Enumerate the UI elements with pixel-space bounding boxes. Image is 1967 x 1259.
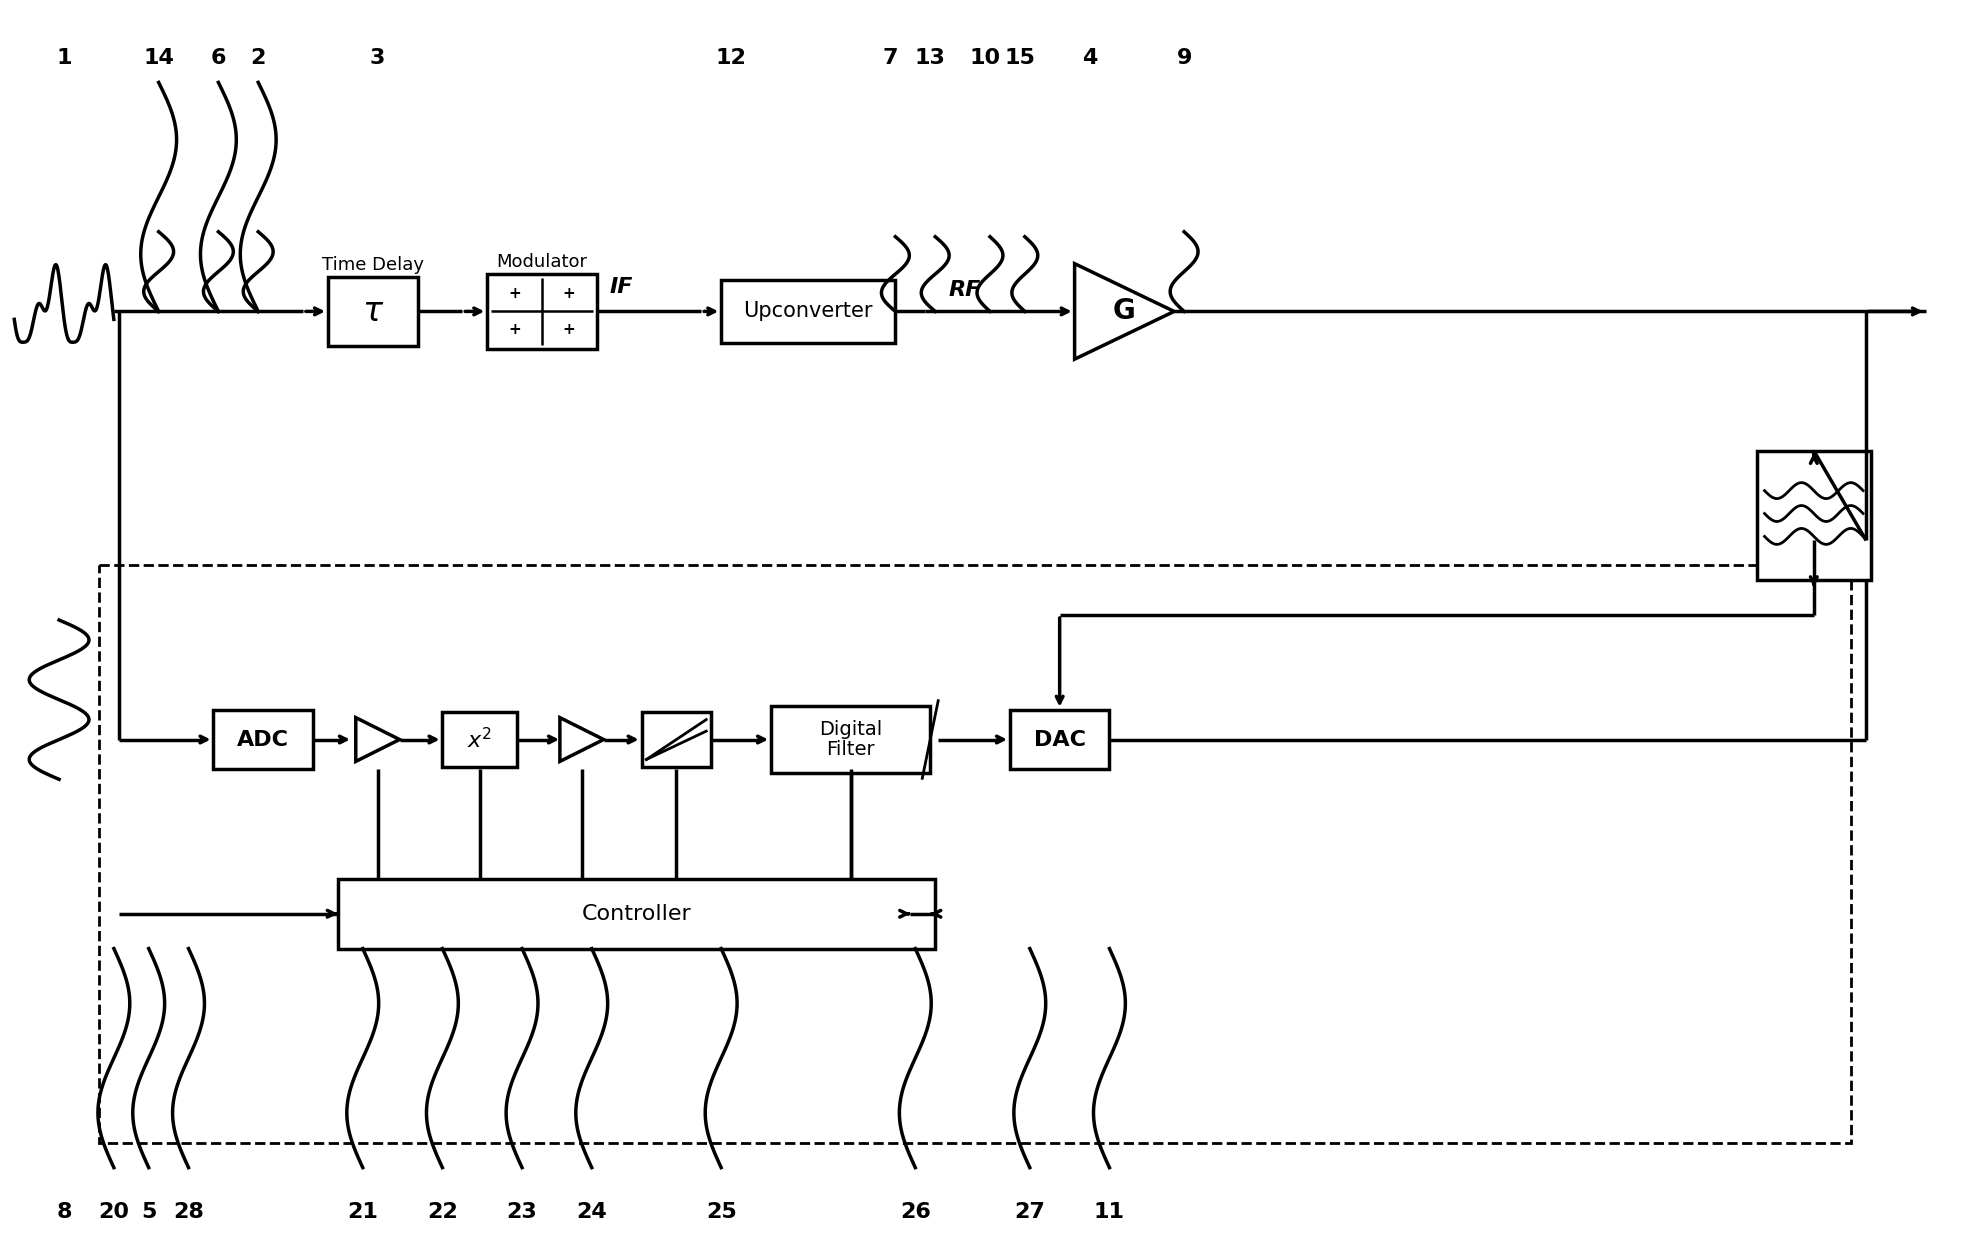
Text: Filter: Filter: [826, 740, 875, 759]
Polygon shape: [1074, 263, 1174, 359]
Text: +: +: [509, 322, 521, 337]
Text: 28: 28: [173, 1202, 205, 1222]
Text: 20: 20: [98, 1202, 130, 1222]
Text: 12: 12: [716, 48, 747, 68]
Text: 24: 24: [576, 1202, 608, 1222]
Bar: [212, 710, 313, 769]
Text: +: +: [563, 322, 574, 337]
Text: 4: 4: [1082, 48, 1098, 68]
Text: 13: 13: [915, 48, 946, 68]
Bar: [98, 565, 1851, 1143]
Text: 8: 8: [57, 1202, 73, 1222]
Text: 27: 27: [1015, 1202, 1044, 1222]
Bar: [338, 879, 934, 948]
Text: Modulator: Modulator: [496, 253, 588, 271]
Text: 6: 6: [210, 48, 226, 68]
Text: Controller: Controller: [582, 904, 692, 924]
Bar: [488, 273, 596, 349]
Text: Time Delay: Time Delay: [323, 256, 423, 273]
Bar: [328, 277, 417, 346]
Bar: [771, 705, 930, 773]
Text: 15: 15: [1005, 48, 1035, 68]
Text: 21: 21: [348, 1202, 378, 1222]
Text: IF: IF: [610, 277, 633, 297]
Text: 5: 5: [142, 1202, 157, 1222]
Text: ADC: ADC: [238, 729, 289, 749]
Polygon shape: [356, 718, 399, 762]
Text: 25: 25: [706, 1202, 736, 1222]
Text: 9: 9: [1176, 48, 1192, 68]
Text: RF: RF: [948, 279, 982, 300]
Text: 14: 14: [144, 48, 175, 68]
Text: Digital: Digital: [818, 720, 883, 739]
Text: +: +: [563, 286, 574, 301]
Text: $x^2$: $x^2$: [468, 726, 492, 752]
Text: 3: 3: [370, 48, 386, 68]
Text: 1: 1: [57, 48, 73, 68]
Text: 10: 10: [970, 48, 1001, 68]
Text: 11: 11: [1094, 1202, 1125, 1222]
Text: G: G: [1113, 297, 1135, 325]
Polygon shape: [561, 718, 604, 762]
Text: DAC: DAC: [1035, 729, 1086, 749]
Bar: [1009, 710, 1109, 769]
Text: 2: 2: [250, 48, 266, 68]
Text: 26: 26: [899, 1202, 930, 1222]
Text: Upconverter: Upconverter: [744, 301, 873, 321]
Bar: [641, 711, 712, 768]
Text: 7: 7: [883, 48, 899, 68]
Bar: [443, 711, 517, 768]
Text: 22: 22: [427, 1202, 458, 1222]
Bar: [1757, 451, 1871, 580]
Text: 23: 23: [507, 1202, 537, 1222]
Text: $\tau$: $\tau$: [362, 295, 384, 327]
Bar: [722, 279, 895, 344]
Text: +: +: [509, 286, 521, 301]
